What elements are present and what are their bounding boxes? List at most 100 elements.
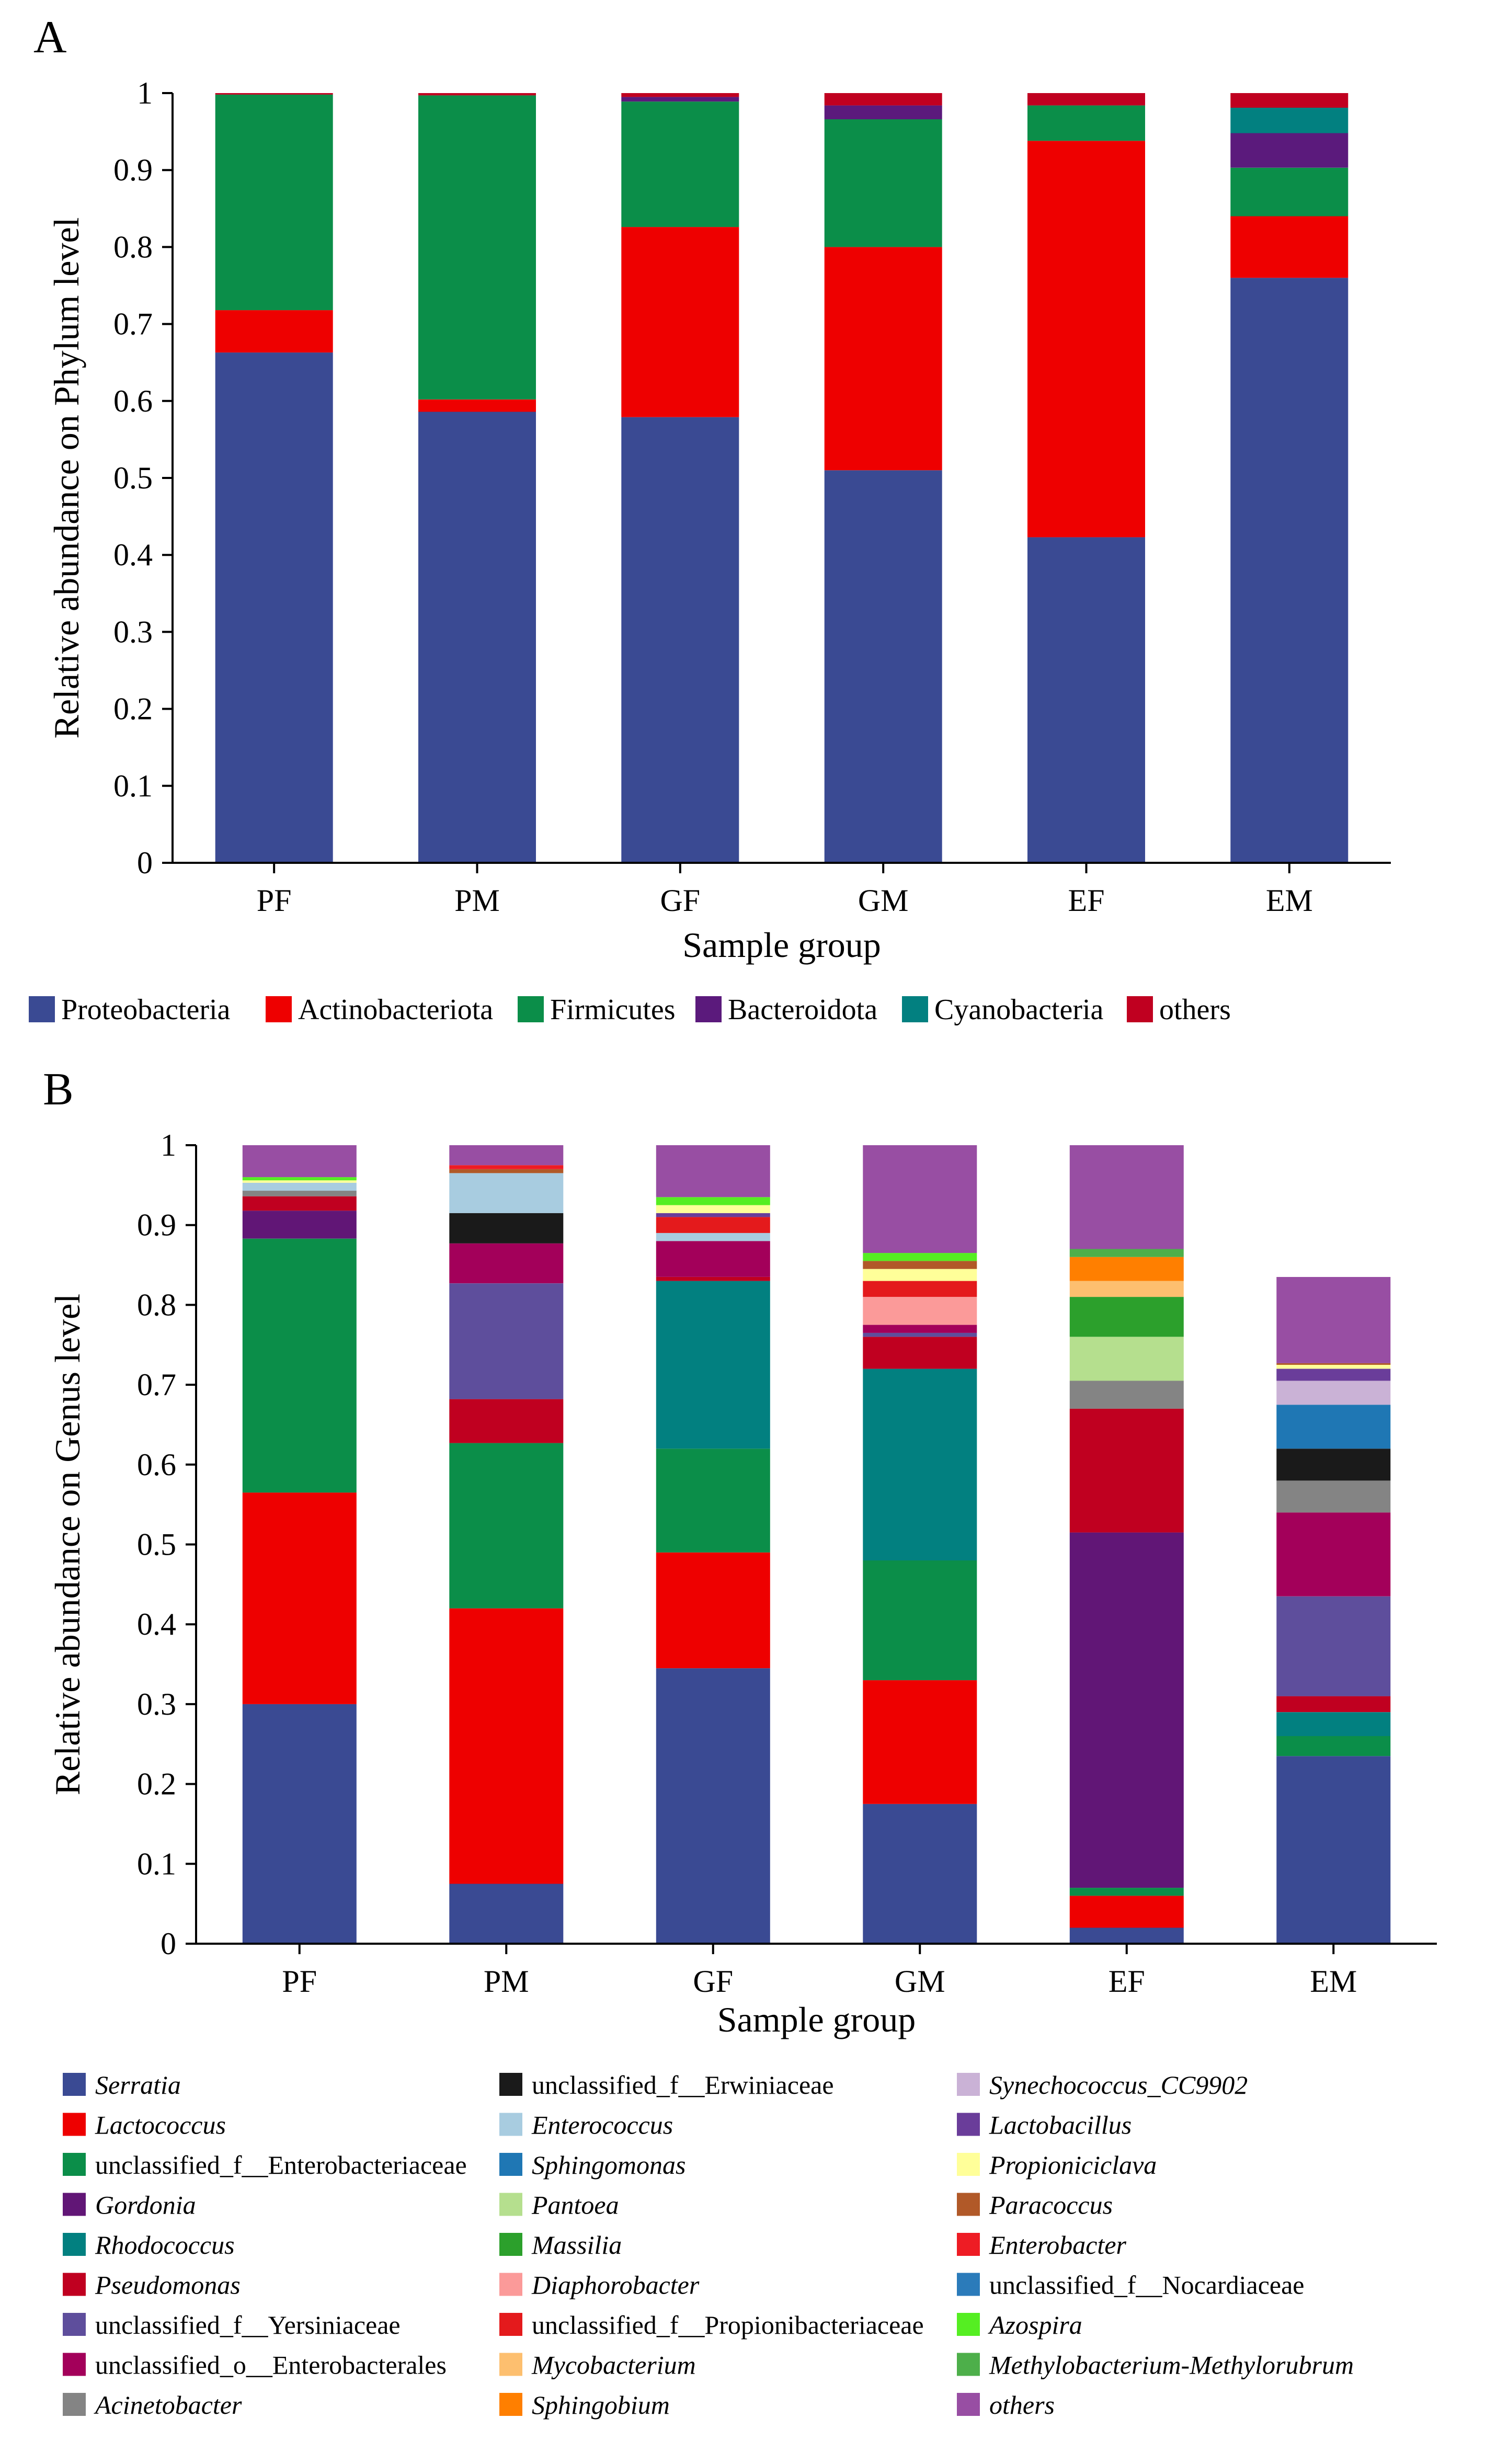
bar-segment-pf-propioniciclava [242,1180,357,1183]
y-tick-label: 0 [161,1926,176,1961]
bar-segment-pm-pseudomonas [449,1399,564,1443]
bar-segment-em-propioniciclava [1276,1364,1391,1369]
legend-swatch [499,2273,522,2296]
bar-segment-gm-azospira [863,1253,977,1261]
bar-segment-gm-firmicutes [824,119,942,247]
panel-a-y-axis-title: Relative abundance on Phylum level [47,217,86,738]
panel-b: B PF PM GF GM EF EM 0 0.1 0.2 0.3 0.4 0.5 0.6 0.7 0.8 0… [43,1064,1437,2420]
legend-label: unclassified_f__Enterobacteriaceae [95,2150,467,2180]
bar-segment-gm-unclassified-f-enterobacteriaceae [863,1560,977,1681]
bar-segment-em-unclassified-f-erwiniaceae [1276,1448,1391,1481]
legend-swatch [518,996,544,1022]
panel-b-legend: Serratia Lactococcus unclassified_f__Enter… [63,2070,1354,2420]
bar-segment-em-unclassified-f-yersiniaceae [1276,1596,1391,1696]
legend-swatch [63,2193,86,2216]
bar-segment-ef-lactococcus [1069,1896,1184,1928]
bar-segment-pm-lactococcus [449,1608,564,1884]
bar-segment-ef-acinetobacter [1069,1381,1184,1409]
legend-swatch [957,2273,980,2296]
legend-label: Propioniciclava [989,2150,1157,2180]
legend-swatch [63,2273,86,2296]
bar-segment-ef-sphingobium [1069,1257,1184,1281]
legend-swatch [957,2113,980,2136]
bar-segment-gm-proteobacteria [824,470,942,863]
bar-segment-em-unclassified-o-enterobacterales [1276,1512,1391,1596]
bar-segment-em-actinobacteriota [1230,216,1349,278]
bar-segment-gf-unclassified-f-enterobacteriaceae [656,1448,770,1553]
bar-segment-gm-lactococcus [863,1680,977,1804]
panel-b-axes: PF PM GF GM EF EM 0 0.1 0.2 0.3 0.4 0.5 0.6 0.7 0.8 0.9… [137,1128,1437,1999]
legend-swatch [957,2393,980,2416]
legend-swatch [63,2353,86,2376]
bar-segment-ef-pantoea [1069,1337,1184,1381]
y-tick-label: 0.8 [113,230,153,264]
panel-b-y-axis-title: Relative abundance on Genus level [48,1294,87,1795]
panel-a-legend: Proteobacteria Actinobacteriota Firmicutes… [29,994,1231,1026]
legend-label: Rhodococcus [95,2230,235,2260]
bar-segment-em-lactobacillus [1276,1368,1391,1381]
panel-a-bars [215,93,1349,863]
x-tick-label-gm: GM [895,1964,945,1999]
legend-swatch [29,996,55,1022]
bar-segment-gf-azospira [656,1197,770,1205]
bar-segment-gm-actinobacteriota [824,247,942,471]
bar-segment-pf-enterococcus [242,1182,357,1191]
legend-swatch [499,2233,522,2256]
y-tick-label: 0.4 [137,1607,176,1641]
bar-segment-pf-pseudomonas [242,1196,357,1211]
bar-segment-gm-diaphorobacter [863,1297,977,1325]
legend-label: others [989,2390,1055,2420]
bar-segment-gf-unclassified-o-enterobacterales [656,1241,770,1277]
legend-label: Enterobacter [989,2230,1127,2260]
legend-swatch [63,2233,86,2256]
bar-segment-pm-unclassified-f-yersiniaceae [449,1283,564,1399]
y-tick-label: 0.1 [113,769,153,803]
x-tick-label-pm: PM [454,883,500,918]
x-tick-label-ef: EF [1109,1964,1145,1999]
bar-segment-pm-enterobacter [449,1165,564,1169]
bar-segment-em-firmicutes [1230,167,1349,216]
bar-segment-gf-unclassified-f-propionibacteriaceae [656,1217,770,1233]
legend-swatch [63,2153,86,2176]
y-tick-label: 0.4 [113,538,153,572]
legend-label: Lactococcus [95,2111,226,2140]
bar-segment-gf-firmicutes [621,101,739,227]
y-tick-label: 0.8 [137,1287,176,1322]
legend-label: unclassified_o__Enterobacterales [95,2351,447,2380]
legend-label: Cyanobacteria [934,994,1104,1026]
bar-segment-ef-proteobacteria [1027,537,1145,863]
legend-label: Acinetobacter [94,2390,242,2420]
x-tick-label-pm: PM [484,1964,529,1999]
legend-label: Sphingomonas [532,2150,685,2180]
y-tick-label: 0.2 [113,692,153,726]
bar-segment-gf-bacteroidota [621,97,739,102]
bar-segment-ef-serratia [1069,1927,1184,1944]
bar-segment-gm-unclassified-o-enterobacterales [863,1325,977,1333]
bar-segment-gf-enterococcus [656,1233,770,1241]
x-tick-label-pf: PF [257,883,292,918]
legend-label: unclassified_f__Yersiniaceae [95,2310,401,2340]
bar-segment-ef-mycobacterium [1069,1281,1184,1297]
bar-segment-em-unclassified-f-enterobacteriaceae [1276,1736,1391,1756]
x-tick-label-gf: GF [660,883,700,918]
bar-segment-gf-proteobacteria [621,417,739,863]
x-tick-label-gf: GF [693,1964,733,1999]
legend-label: Serratia [95,2070,181,2100]
bar-segment-pf-serratia [242,1704,357,1944]
x-tick-label-em: EM [1266,883,1313,918]
legend-swatch [957,2153,980,2176]
bar-segment-gf-others [621,93,739,97]
legend-swatch [63,2113,86,2136]
y-tick-label: 0.3 [137,1687,176,1721]
legend-swatch [499,2393,522,2416]
legend-label: Methylobacterium-Methylorubrum [989,2351,1354,2380]
bar-segment-ef-others [1027,93,1145,106]
legend-swatch [499,2153,522,2176]
legend-swatch [499,2113,522,2136]
legend-label: others [1159,994,1231,1026]
bar-segment-em-serratia [1276,1756,1391,1944]
bar-segment-em-paracoccus [1276,1363,1391,1365]
bar-segment-ef-unclassified-f-enterobacteriaceae [1069,1888,1184,1896]
y-tick-label: 0.5 [137,1527,176,1562]
